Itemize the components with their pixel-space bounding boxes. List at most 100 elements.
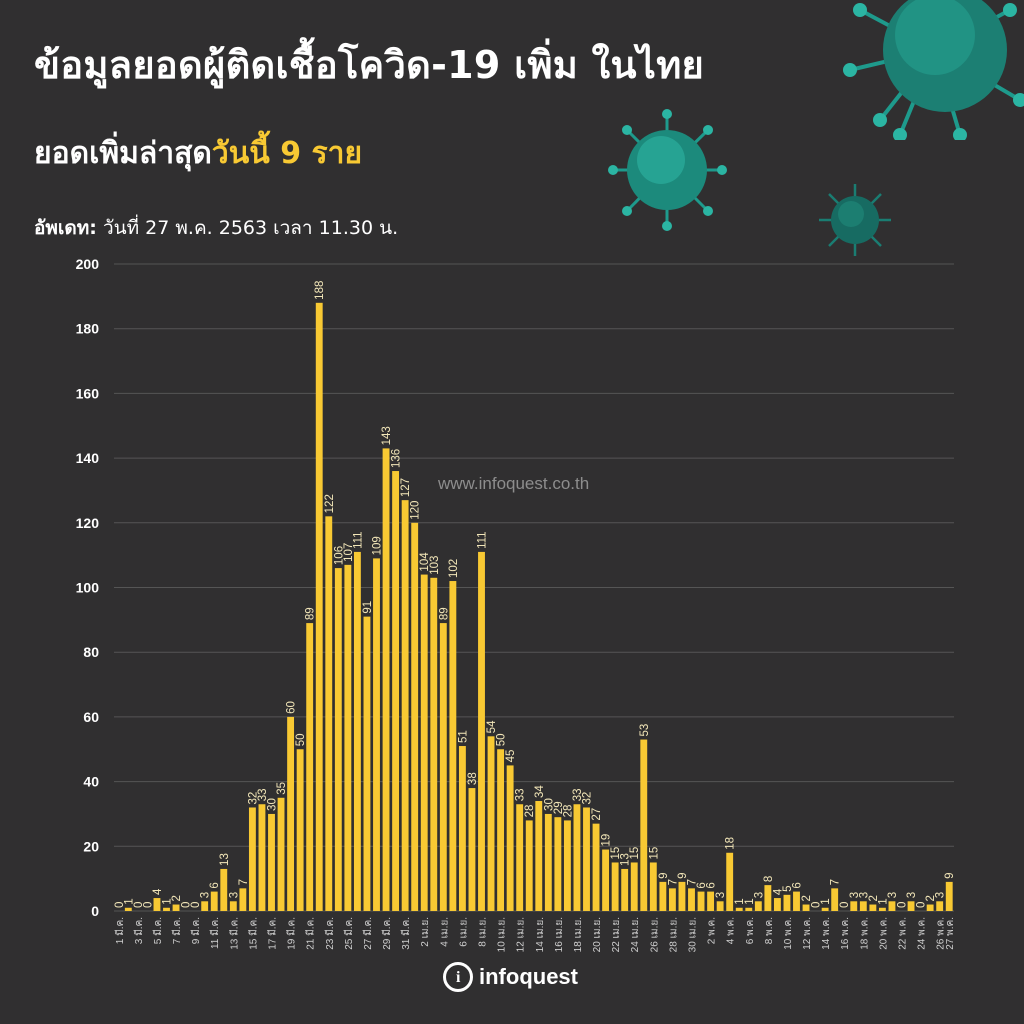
subtitle-prefix: ยอดเพิ่มล่าสุด (34, 136, 212, 171)
virus-illustration-small (819, 184, 891, 256)
x-tick-label: 31 มี.ค. (400, 917, 412, 950)
bar (325, 516, 333, 911)
bar (449, 581, 457, 911)
y-tick-label: 40 (83, 774, 99, 790)
bar-value-label: 3 (906, 892, 918, 898)
x-tick-label: 26 พ.ค. (936, 917, 947, 950)
x-tick-label: 6 เม.ย. (458, 917, 469, 947)
x-tick-label: 22 เม.ย. (611, 917, 622, 952)
bar-value-label: 35 (276, 782, 288, 795)
bar-value-label: 6 (209, 882, 221, 888)
watermark-text: www.infoquest.co.th (438, 474, 590, 493)
x-tick-label: 14 เม.ย. (535, 917, 546, 952)
bar-value-label: 122 (324, 494, 336, 513)
bar-value-label: 0 (142, 902, 154, 908)
bar-value-label: 1 (734, 898, 746, 904)
bar-value-label: 1 (820, 898, 832, 904)
x-tick-label: 18 พ.ค. (859, 917, 870, 950)
bar (936, 901, 944, 911)
bar-value-label: 13 (219, 853, 231, 866)
bar-value-label: 1 (123, 898, 135, 904)
bar (487, 736, 495, 911)
x-tick-label: 6 พ.ค. (745, 917, 756, 944)
bar (688, 888, 695, 911)
bar-value-label: 33 (257, 788, 269, 801)
bar (363, 616, 371, 911)
bar-value-label: 28 (562, 805, 574, 818)
bar (783, 894, 791, 911)
x-tick-label: 25 มี.ค. (343, 917, 355, 950)
virus-illustration-medium (608, 109, 727, 231)
y-tick-label: 0 (91, 903, 99, 919)
bar-value-label: 111 (352, 531, 364, 548)
bar (411, 522, 419, 911)
bar-value-label: 7 (830, 879, 842, 885)
bar (583, 807, 590, 911)
bar-value-label: 7 (687, 879, 699, 885)
bar-value-label: 1 (744, 898, 756, 904)
x-tick-label: 27 พ.ค. (945, 917, 956, 950)
x-tick-label: 12 พ.ค. (802, 917, 813, 950)
bar-value-label: 109 (372, 536, 384, 555)
bar (678, 881, 686, 911)
x-tick-label: 27 มี.ค. (362, 917, 374, 950)
bar (668, 888, 676, 911)
bar-value-label: 103 (429, 556, 441, 575)
bar-value-label: 6 (696, 882, 708, 888)
bar (831, 888, 839, 911)
bar-value-label: 6 (792, 882, 804, 888)
update-text: วันที่ 27 พ.ค. 2563 เวลา 11.30 น. (96, 217, 399, 239)
x-tick-label: 22 พ.ค. (898, 917, 909, 950)
y-tick-label: 160 (76, 385, 100, 401)
bar (344, 564, 352, 911)
bar (153, 898, 161, 911)
bar-value-label: 120 (410, 501, 422, 520)
bar (926, 904, 934, 911)
bar (621, 868, 629, 911)
bar (611, 862, 619, 911)
x-tick-label: 30 เม.ย. (688, 917, 699, 952)
bar (554, 817, 562, 911)
bar-value-label: 45 (505, 750, 517, 763)
bar-value-label: 0 (114, 902, 126, 908)
bar-value-label: 4 (772, 888, 784, 895)
bar-value-label: 3 (935, 892, 947, 898)
y-tick-label: 80 (83, 644, 99, 660)
bar-value-label: 13 (620, 853, 632, 866)
bar-value-label: 28 (524, 805, 536, 818)
bar (334, 568, 342, 911)
bar-value-label: 143 (381, 426, 393, 445)
bar (850, 901, 858, 911)
bar (392, 471, 400, 911)
x-tick-label: 24 เม.ย. (630, 917, 641, 952)
bar (707, 891, 715, 911)
bar (248, 807, 256, 911)
x-tick-label: 20 พ.ค. (878, 917, 889, 950)
x-tick-label: 18 เม.ย. (573, 917, 584, 952)
bar-value-label: 0 (181, 902, 193, 908)
bar-value-label: 89 (305, 607, 317, 620)
bar (124, 907, 132, 911)
bar (907, 901, 915, 911)
bar-value-label: 32 (247, 792, 259, 805)
y-tick-label: 180 (76, 321, 100, 337)
bar-value-label: 9 (944, 872, 956, 878)
bar (239, 888, 247, 911)
bar-value-label: 53 (639, 724, 651, 737)
bar (382, 448, 390, 911)
x-tick-label: 8 พ.ค. (764, 917, 775, 944)
x-tick-label: 20 เม.ย. (592, 917, 603, 952)
bar (869, 904, 877, 911)
x-tick-label: 15 มี.ค. (247, 917, 259, 950)
x-tick-label: 29 มี.ค. (381, 917, 393, 950)
x-tick-label: 11 มี.ค. (209, 917, 221, 949)
bar-value-label: 60 (286, 701, 298, 714)
bar (458, 746, 466, 911)
bar (563, 820, 571, 911)
bar-value-label: 19 (601, 834, 613, 847)
bar (716, 901, 724, 911)
bar-value-label: 33 (515, 788, 527, 801)
bar-value-label: 6 (706, 882, 718, 888)
update-timestamp: อัพเดท: วันที่ 27 พ.ค. 2563 เวลา 11.30 น… (34, 213, 398, 243)
